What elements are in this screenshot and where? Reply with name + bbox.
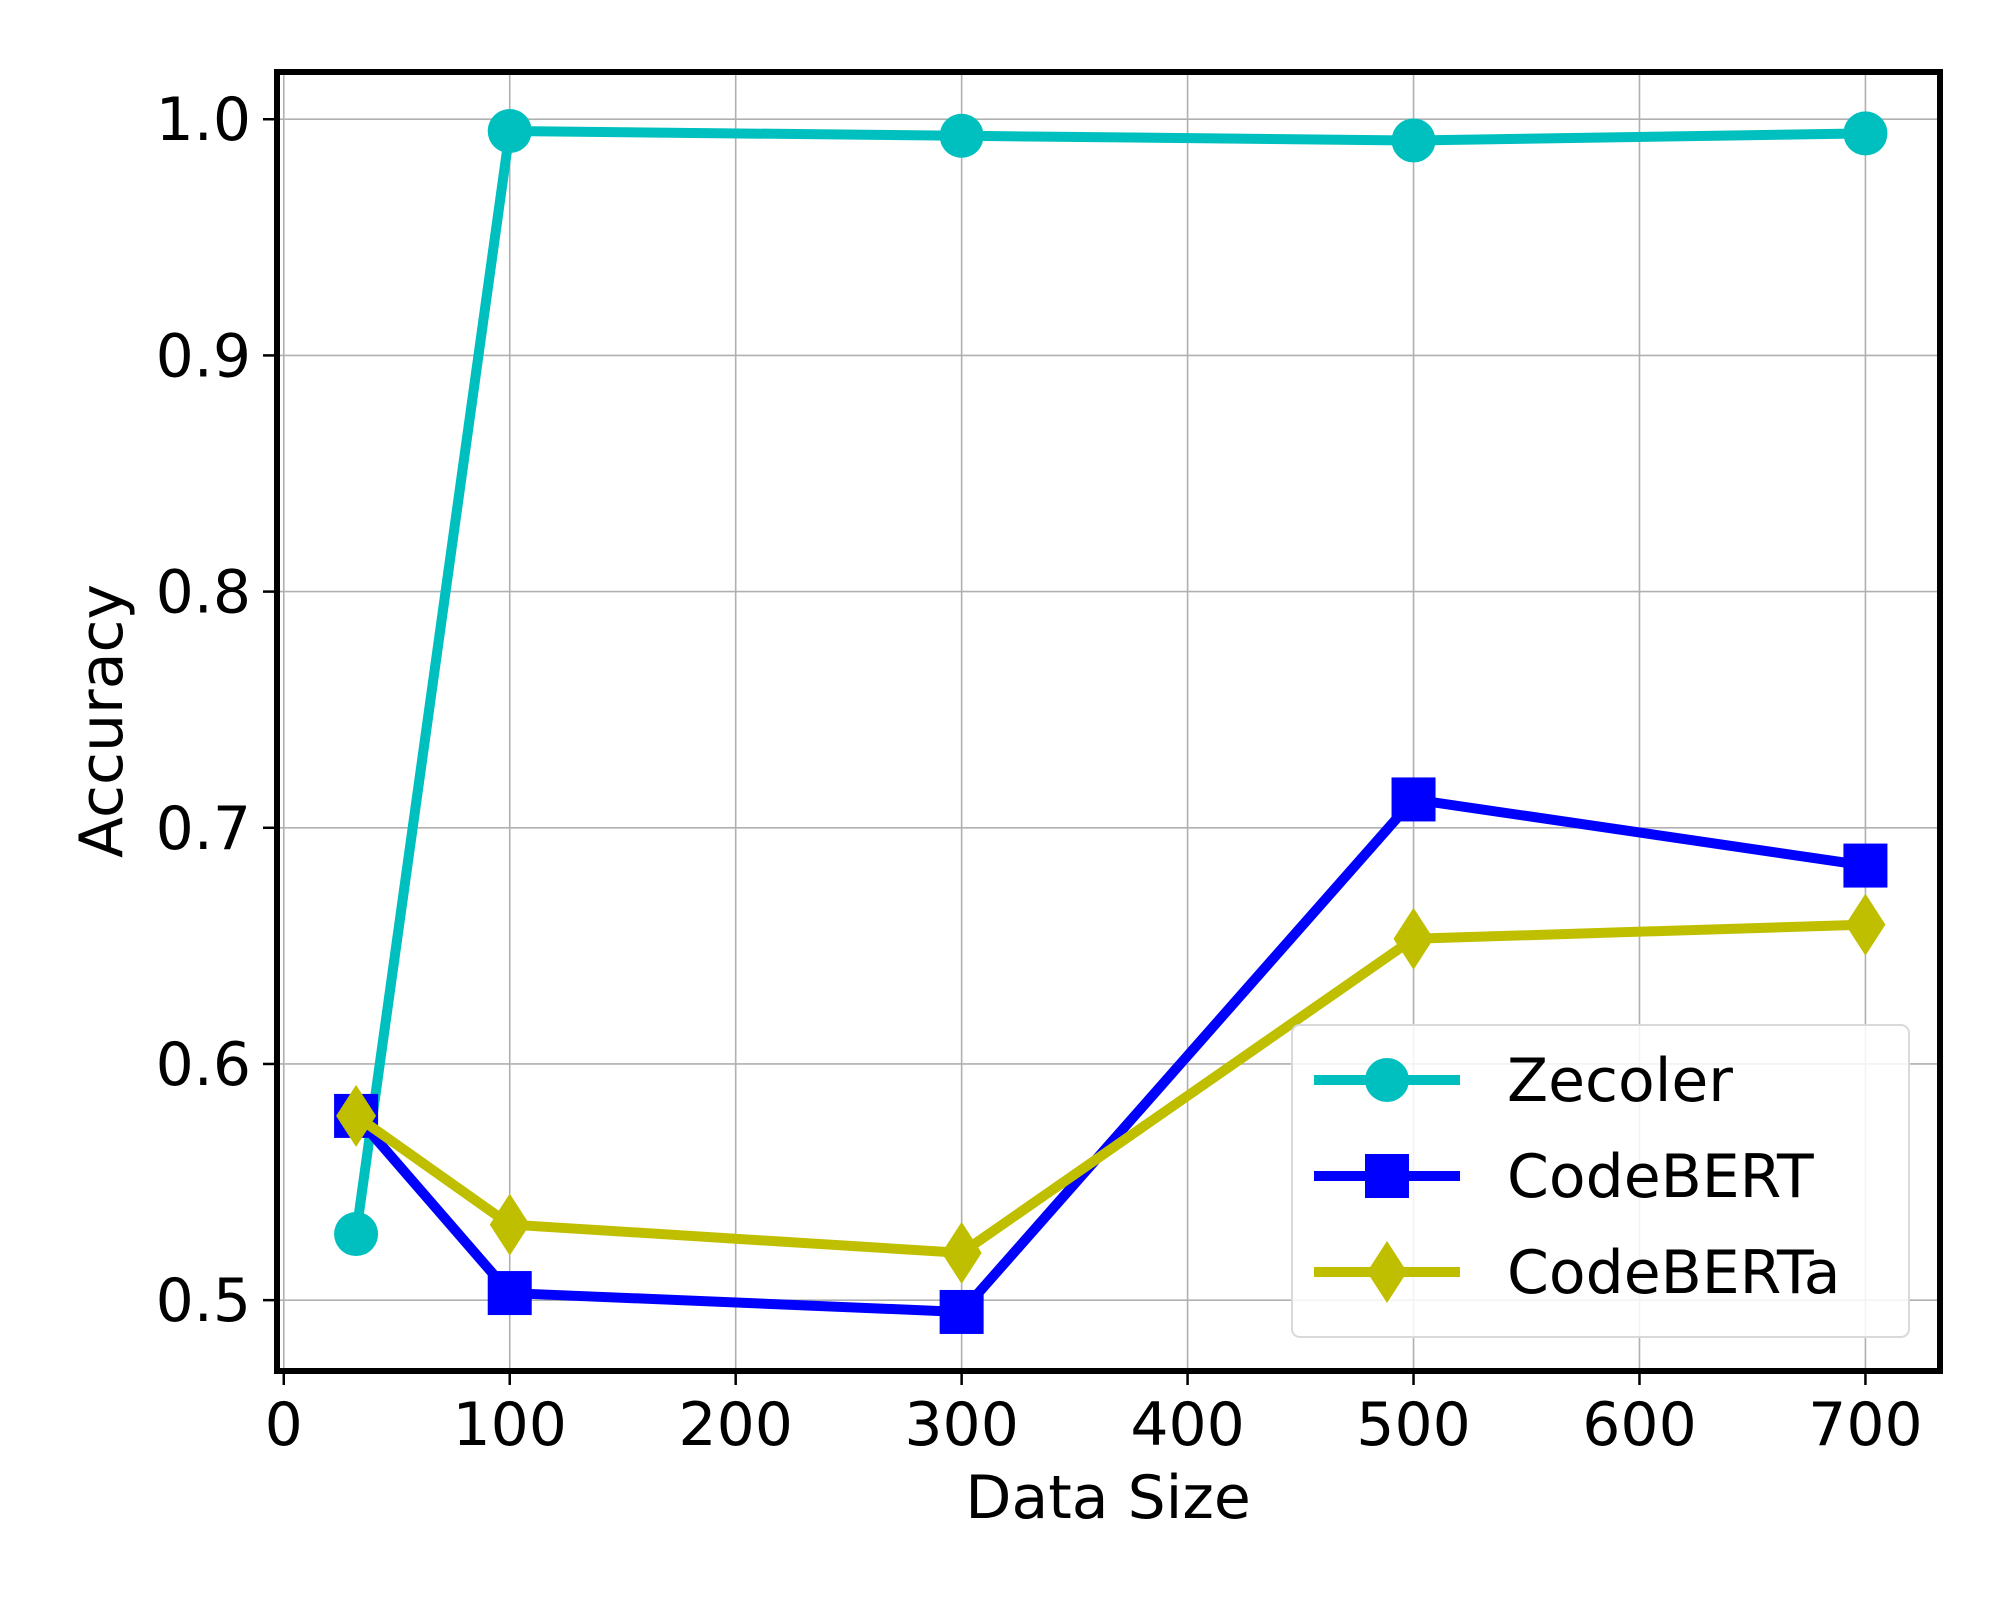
legend-marker — [1367, 1241, 1407, 1303]
series-codeberta — [336, 893, 1886, 1284]
x-tick-label: 500 — [1356, 1390, 1471, 1460]
series-codebert — [334, 777, 1888, 1334]
data-point — [334, 1212, 379, 1257]
data-point — [1843, 843, 1888, 888]
data-point — [1845, 893, 1886, 956]
data-point — [941, 1221, 982, 1284]
legend-box — [1291, 1024, 1910, 1338]
y-tick-label: 0.8 — [156, 558, 251, 628]
legend-marker — [1365, 1058, 1409, 1102]
y-axis-label: Accuracy — [67, 584, 137, 858]
data-point — [489, 1193, 530, 1256]
data-point — [1393, 907, 1434, 970]
y-tick-label: 0.7 — [156, 794, 251, 864]
x-tick-label: 100 — [452, 1390, 567, 1460]
data-point — [939, 1289, 984, 1334]
x-tick-label: 600 — [1582, 1390, 1697, 1460]
x-tick-label: 300 — [904, 1390, 1019, 1460]
grid — [277, 72, 1940, 1371]
data-point — [939, 113, 984, 158]
legend-label: CodeBERT — [1507, 1142, 1814, 1212]
legend-item: CodeBERT — [1314, 1142, 1814, 1212]
plot-frame — [274, 69, 1943, 1374]
axis-ticks: 0 100 200 300 400 500 600 700 0.5 0.6 0.7 0.8 0.9 1.0 — [156, 85, 1923, 1460]
y-tick-label: 1.0 — [156, 85, 251, 155]
x-tick-label: 400 — [1130, 1390, 1245, 1460]
x-tick-label: 200 — [678, 1390, 793, 1460]
legend: Zecoler CodeBERT CodeBERTa — [1291, 1024, 1910, 1338]
legend-marker — [1365, 1154, 1409, 1198]
x-axis-label: Data Size — [965, 1463, 1251, 1533]
x-tick-label: 0 — [265, 1390, 303, 1460]
data-point — [1391, 777, 1436, 822]
legend-item: CodeBERTa — [1314, 1238, 1841, 1308]
legend-label: Zecoler — [1507, 1046, 1733, 1116]
data-point — [1391, 118, 1436, 163]
y-tick-label: 0.9 — [156, 321, 251, 391]
series-zecoler — [334, 109, 1888, 1257]
data-point — [487, 1271, 532, 1316]
legend-label: CodeBERTa — [1507, 1238, 1841, 1308]
y-tick-label: 0.5 — [156, 1266, 251, 1336]
y-tick-label: 0.6 — [156, 1030, 251, 1100]
data-point — [336, 1084, 377, 1147]
series-lines — [334, 109, 1888, 1334]
data-point — [1843, 111, 1888, 156]
data-point — [487, 109, 532, 154]
x-tick-label: 700 — [1808, 1390, 1923, 1460]
legend-item: Zecoler — [1314, 1046, 1733, 1116]
